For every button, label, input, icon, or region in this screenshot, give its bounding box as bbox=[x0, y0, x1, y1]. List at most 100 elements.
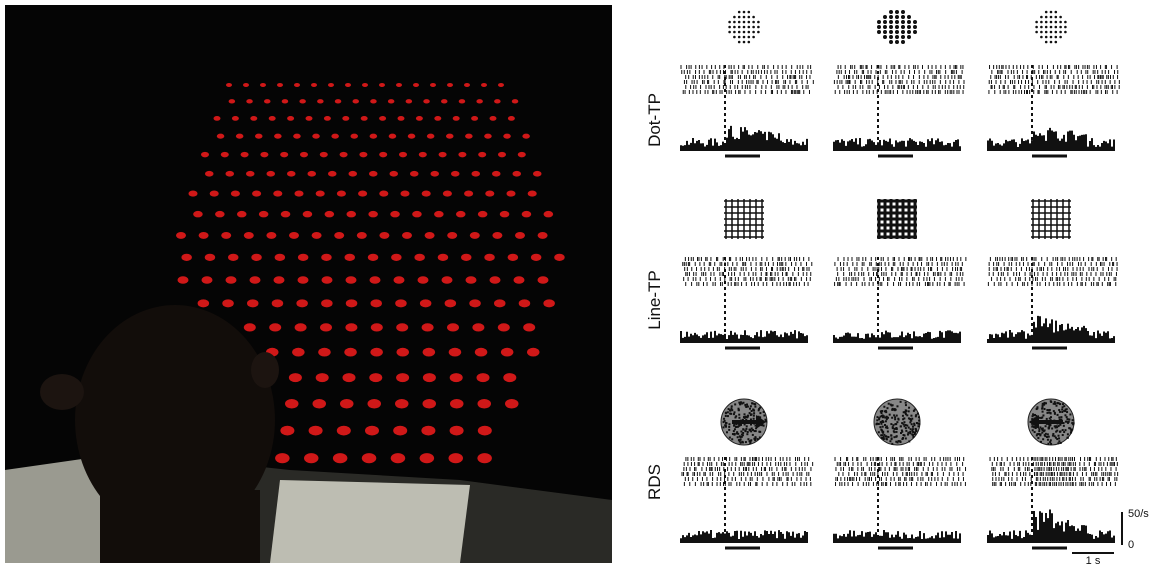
stim-noise bbox=[1069, 431, 1072, 434]
red-dot bbox=[477, 425, 492, 436]
stim-noise bbox=[731, 409, 734, 412]
red-dot bbox=[434, 210, 444, 218]
red-dot bbox=[391, 253, 402, 261]
stim-noise bbox=[912, 409, 915, 412]
red-dot bbox=[293, 133, 301, 139]
stim-noise bbox=[756, 438, 759, 441]
stim-noise bbox=[1041, 431, 1044, 434]
stim-noise bbox=[899, 425, 902, 428]
red-dot bbox=[280, 425, 295, 436]
red-dot bbox=[274, 253, 286, 261]
stim-noise bbox=[884, 424, 887, 427]
stim-noise bbox=[905, 429, 908, 432]
stim-noise bbox=[1045, 417, 1048, 420]
red-dot bbox=[345, 83, 351, 87]
stim-dot bbox=[1054, 40, 1058, 44]
stim-noise bbox=[734, 425, 737, 428]
red-dot bbox=[274, 133, 282, 139]
stim-noise bbox=[728, 436, 731, 439]
stim-dot bbox=[1064, 25, 1067, 29]
stim-noise bbox=[739, 441, 742, 444]
stim-noise bbox=[913, 422, 916, 425]
stim-noise bbox=[890, 434, 893, 437]
red-dot bbox=[365, 425, 379, 436]
red-dot bbox=[336, 190, 346, 197]
stim-noise bbox=[881, 436, 884, 439]
stim-noise bbox=[908, 440, 911, 443]
stim-noise bbox=[885, 411, 888, 414]
red-dot bbox=[492, 231, 503, 239]
red-dot bbox=[481, 83, 487, 87]
stim-noise bbox=[1069, 427, 1072, 430]
red-dot bbox=[395, 399, 409, 409]
red-dot bbox=[360, 116, 368, 121]
red-dot bbox=[474, 347, 488, 357]
stim-noise bbox=[733, 428, 736, 431]
red-dot bbox=[456, 210, 466, 218]
stim-dot bbox=[1035, 30, 1038, 34]
red-dot bbox=[311, 231, 322, 239]
red-dot bbox=[499, 210, 510, 218]
red-dot bbox=[226, 83, 232, 87]
stim-noise bbox=[1048, 408, 1051, 411]
red-dot bbox=[465, 276, 477, 284]
stim-noise bbox=[893, 427, 896, 430]
stim-dot bbox=[1049, 15, 1053, 19]
red-dot bbox=[225, 170, 234, 177]
red-dot bbox=[264, 99, 271, 104]
stim-noise bbox=[750, 427, 753, 430]
red-dot bbox=[430, 170, 439, 177]
stim-dot bbox=[877, 25, 881, 29]
red-dot bbox=[387, 99, 395, 104]
stim-dot bbox=[1044, 20, 1048, 24]
stim-noise bbox=[1071, 428, 1074, 431]
psth bbox=[833, 530, 961, 542]
stim-noise bbox=[1040, 416, 1043, 419]
red-dot bbox=[285, 399, 299, 409]
stim-noise bbox=[1062, 422, 1065, 425]
stim-noise bbox=[875, 423, 878, 426]
apparatus bbox=[270, 480, 470, 563]
stim-noise bbox=[725, 431, 728, 434]
stim-noise bbox=[733, 411, 736, 414]
stim-noise bbox=[724, 421, 727, 424]
red-dot bbox=[506, 190, 516, 197]
red-dot bbox=[269, 323, 282, 332]
stim-noise bbox=[893, 431, 896, 434]
stim-noise bbox=[1046, 409, 1049, 412]
red-dot bbox=[444, 299, 457, 308]
stim-noise bbox=[917, 416, 920, 419]
panel bbox=[833, 398, 967, 550]
stim-dot bbox=[889, 35, 893, 39]
red-dot bbox=[213, 116, 221, 121]
stim-noise bbox=[754, 439, 757, 442]
stim-noise bbox=[738, 423, 741, 426]
psth bbox=[680, 330, 808, 342]
stim-noise bbox=[1061, 434, 1064, 437]
stim-noise bbox=[1052, 410, 1055, 413]
red-dot bbox=[177, 276, 189, 284]
red-dot bbox=[362, 83, 368, 87]
stim-noise bbox=[903, 417, 906, 420]
red-dot bbox=[308, 425, 323, 436]
red-dot bbox=[312, 399, 326, 409]
stim-noise bbox=[749, 413, 752, 416]
stim-noise bbox=[885, 435, 888, 438]
red-dot bbox=[471, 170, 480, 177]
stim-noise bbox=[1070, 428, 1073, 431]
stim-noise bbox=[1072, 423, 1075, 426]
stim-noise bbox=[1043, 408, 1046, 411]
red-dot bbox=[543, 299, 555, 308]
red-dot bbox=[396, 347, 409, 357]
stim-dot bbox=[747, 15, 751, 19]
stim-noise bbox=[1052, 402, 1055, 405]
stim-noise bbox=[741, 440, 744, 443]
red-dot bbox=[422, 399, 436, 409]
stim-noise bbox=[1033, 426, 1036, 429]
red-dot bbox=[450, 399, 464, 409]
stim-dot bbox=[883, 30, 887, 34]
stim-noise bbox=[1067, 420, 1070, 423]
red-dot bbox=[476, 99, 483, 104]
stim-noise bbox=[1045, 435, 1048, 438]
stim-noise bbox=[738, 416, 741, 419]
